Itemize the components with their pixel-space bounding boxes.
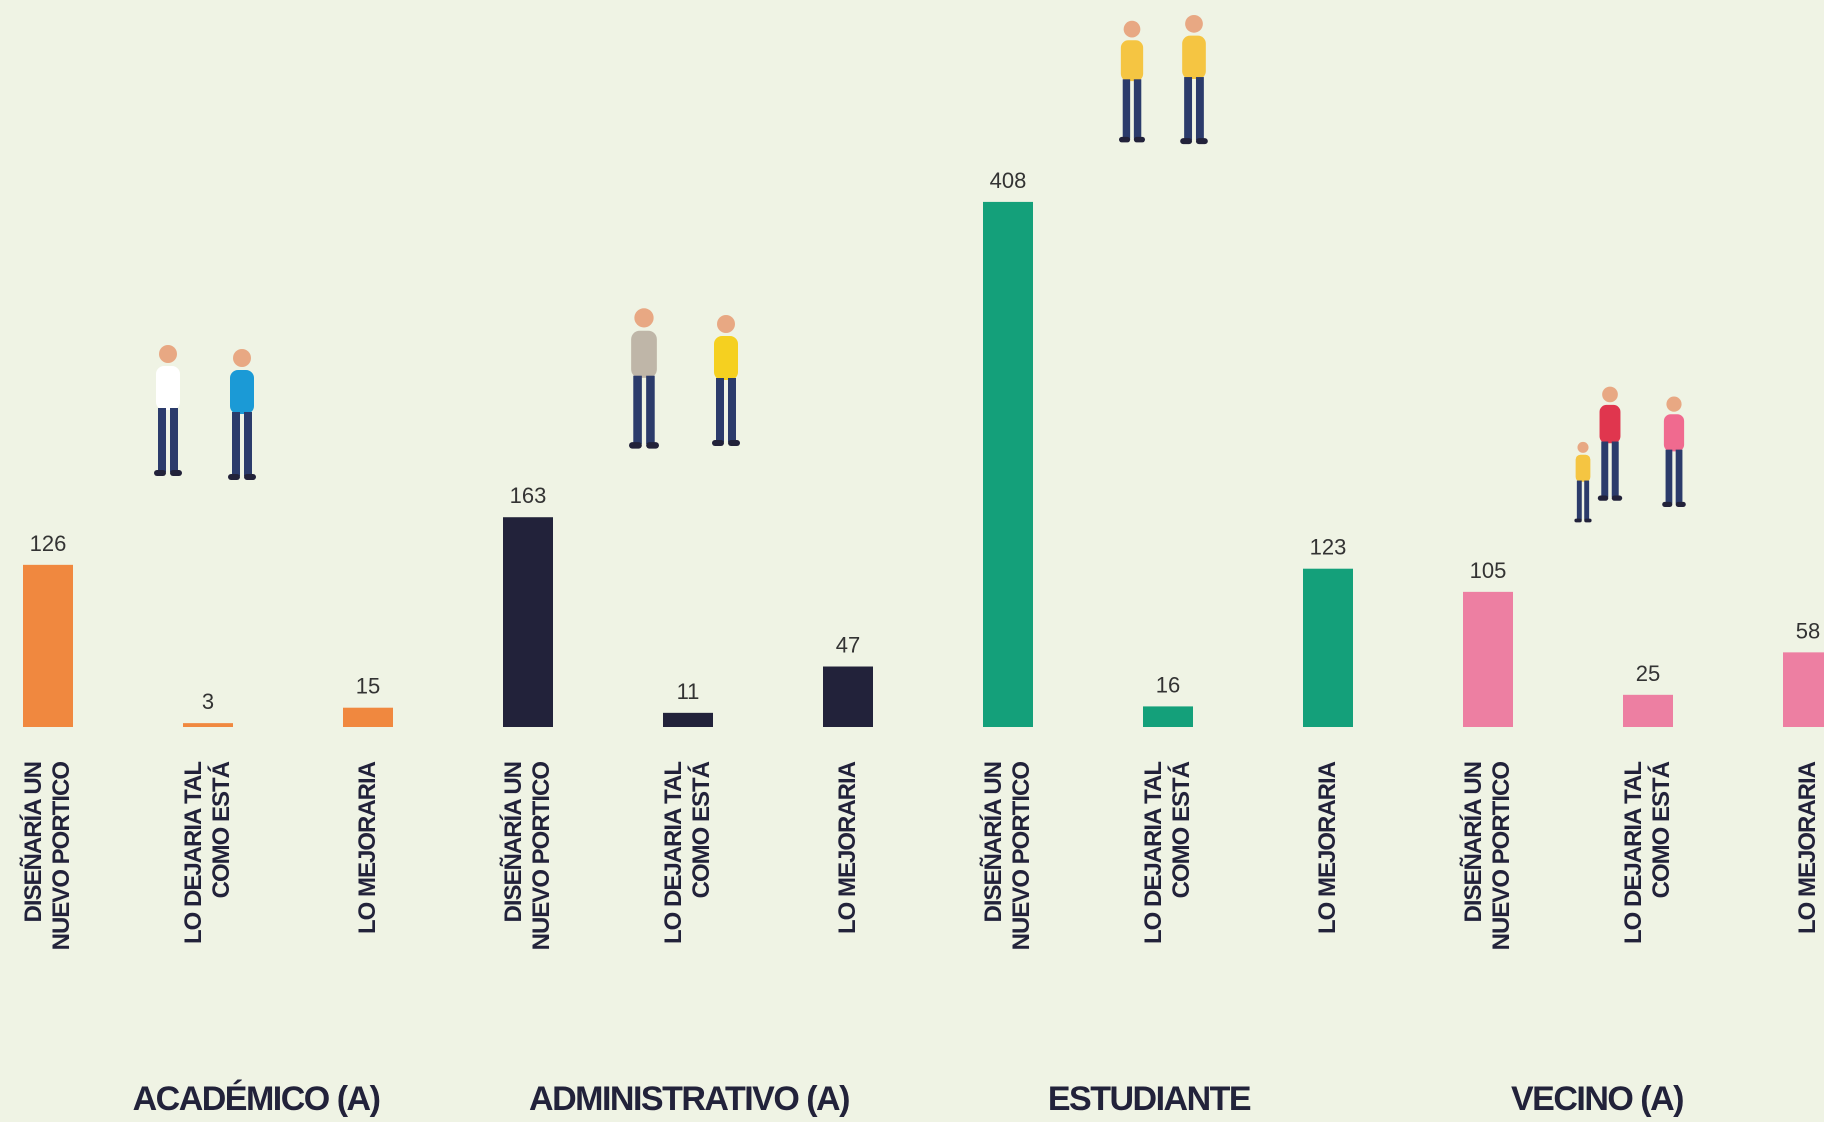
category-label: LO MEJORARIA [834, 762, 862, 982]
value-label: 47 [836, 633, 860, 658]
value-label: 408 [990, 168, 1027, 193]
page: 126 3 15 ACADÉMICO (A) 163 11 47 ADMINISTRATIVO… [0, 0, 1824, 1122]
bar [503, 517, 553, 727]
group-label: ACADÉMICO (A) [133, 1080, 380, 1118]
group-label: ADMINISTRATIVO (A) [529, 1080, 849, 1118]
value-label: 15 [356, 674, 380, 699]
chart: 126 3 15 ACADÉMICO (A) 163 11 47 ADMINISTRATIVO… [0, 0, 1824, 1122]
category-label: DISEÑARÍA UN NUEVO PORTICO [980, 762, 1036, 982]
value-label: 16 [1156, 672, 1180, 697]
category-label: LO MEJORARIA [354, 762, 382, 982]
bar [1143, 706, 1193, 727]
category-label: LO DEJARIA TAL COMO ESTÁ [1140, 762, 1196, 982]
bar [663, 713, 713, 727]
bar [983, 202, 1033, 727]
value-label: 25 [1636, 661, 1660, 686]
value-label: 105 [1470, 558, 1507, 583]
bar [823, 667, 873, 727]
value-label: 11 [677, 679, 700, 704]
value-label: 3 [202, 689, 214, 714]
value-label: 126 [30, 531, 67, 556]
bar [1783, 652, 1824, 727]
bar [183, 723, 233, 727]
illustration [154, 15, 1686, 522]
category-label: LO DEJARIA TAL COMO ESTÁ [660, 762, 716, 982]
bar [1303, 569, 1353, 727]
bar [1623, 695, 1673, 727]
category-label: LO DEJARIA TAL COMO ESTÁ [1620, 762, 1676, 982]
category-label: LO DEJARIA TAL COMO ESTÁ [180, 762, 236, 982]
category-label: DISEÑARÍA UN NUEVO PORTICO [1460, 762, 1516, 982]
category-label: LO MEJORARIA [1314, 762, 1342, 982]
value-label: 58 [1796, 618, 1820, 643]
group-label: ESTUDIANTE [1048, 1080, 1251, 1118]
category-label: DISEÑARÍA UN NUEVO PORTICO [20, 762, 76, 982]
category-label: LO MEJORARIA [1794, 762, 1822, 982]
bar [1463, 592, 1513, 727]
bar [23, 565, 73, 727]
value-label: 163 [510, 483, 547, 508]
bar [343, 708, 393, 727]
category-label: DISEÑARÍA UN NUEVO PORTICO [500, 762, 556, 982]
group-label: VECINO (A) [1511, 1080, 1683, 1118]
value-label: 123 [1310, 535, 1347, 560]
